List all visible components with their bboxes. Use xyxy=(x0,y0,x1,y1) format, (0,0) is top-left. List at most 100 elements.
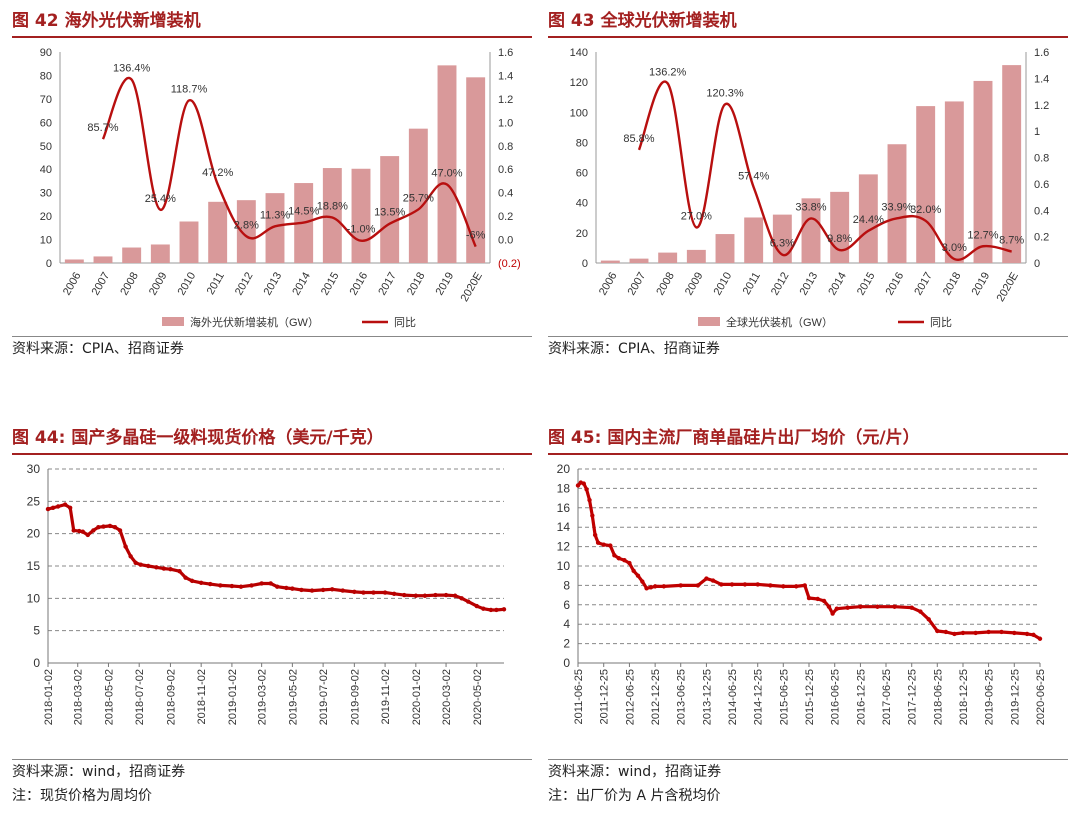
x-tick-label: 2019-12-25 xyxy=(1009,669,1021,725)
bar xyxy=(408,128,428,263)
price-point xyxy=(973,630,978,636)
yoy-data-label: 85.8% xyxy=(623,133,654,145)
price-point xyxy=(952,631,957,637)
yoy-data-label: 3.0% xyxy=(942,242,967,254)
y-tick-label: 4 xyxy=(563,617,570,631)
y-tick-label-left: 50 xyxy=(40,141,52,153)
yoy-data-label: 25.4% xyxy=(145,193,176,205)
yoy-data-label: 47.2% xyxy=(202,167,233,179)
price-point xyxy=(834,606,840,611)
y-tick-label: 18 xyxy=(557,481,571,495)
x-tick-label: 2013-12-25 xyxy=(701,669,713,725)
price-point xyxy=(742,582,748,587)
figure-number: 图 44: xyxy=(12,428,66,448)
figure-43-title: 图 43 全球光伏新增装机 xyxy=(548,8,1068,38)
price-point xyxy=(177,568,182,574)
bar xyxy=(93,256,113,263)
yoy-data-label: -6% xyxy=(466,230,486,242)
price-point xyxy=(601,542,606,547)
x-tick-label: 2018 xyxy=(941,270,964,297)
x-tick-label: 2020-06-25 xyxy=(1035,669,1047,725)
price-point xyxy=(575,483,581,488)
x-tick-label: 2019 xyxy=(970,270,993,297)
price-point xyxy=(382,590,388,595)
yoy-data-label: 32.0% xyxy=(910,204,941,216)
y-tick-label: 14 xyxy=(557,520,571,534)
y-tick-label-left: 20 xyxy=(40,211,52,223)
price-point xyxy=(101,524,106,529)
price-point xyxy=(652,584,658,589)
x-tick-label: 2013 xyxy=(262,270,285,297)
y-tick-label-left: 10 xyxy=(40,235,52,247)
yoy-line xyxy=(637,80,1012,262)
yoy-data-label: 27.0% xyxy=(681,210,712,222)
price-point xyxy=(1024,631,1030,637)
figure-title-text: 国产多晶硅一级料现货价格（美元/千克） xyxy=(71,428,384,448)
x-tick-label: 2017-12-25 xyxy=(907,669,919,725)
price-point xyxy=(275,584,280,589)
price-point xyxy=(612,553,617,558)
yoy-data-label: 136.2% xyxy=(649,66,687,78)
x-tick-label: 2020-05-02 xyxy=(472,669,484,725)
x-tick-label: 2014 xyxy=(826,270,849,297)
y-tick-label-right: 1.6 xyxy=(1034,47,1049,59)
x-tick-label: 2010 xyxy=(176,270,199,297)
x-tick-label: 2019-11-02 xyxy=(380,669,392,724)
price-point xyxy=(1037,636,1043,641)
price-point xyxy=(433,592,438,598)
yoy-line xyxy=(101,76,477,248)
price-point xyxy=(474,603,479,609)
bar xyxy=(744,217,764,263)
figure-title-text: 海外光伏新增装机 xyxy=(64,11,201,31)
yoy-data-label: -1.0% xyxy=(347,224,376,236)
price-point xyxy=(494,607,499,613)
price-point xyxy=(581,481,586,486)
y-tick-label: 6 xyxy=(563,598,570,612)
price-point xyxy=(85,532,91,538)
figure-44-panel: 图 44: 国产多晶硅一级料现货价格（美元/千克） 0 5 10 15 20 25 30 201… xyxy=(12,425,532,817)
price-point xyxy=(138,562,143,567)
x-tick-label: 2017 xyxy=(376,270,399,297)
price-point xyxy=(309,588,315,593)
x-tick-label: 2012 xyxy=(233,270,256,297)
y-tick-label-right: 0.2 xyxy=(498,211,513,223)
x-tick-label: 2019-06-25 xyxy=(984,669,996,725)
y-tick-label: 0 xyxy=(33,656,40,670)
price-point xyxy=(875,604,880,609)
x-tick-label: 2018-09-02 xyxy=(165,669,177,725)
yoy-data-label: 57.4% xyxy=(738,170,769,182)
y-tick-label-left: 30 xyxy=(40,188,52,200)
x-tick-label: 2015 xyxy=(855,270,878,297)
figure-42-source: 资料来源：CPIA、招商证券 xyxy=(12,341,184,357)
yoy-data-label: 47.0% xyxy=(431,167,462,179)
x-tick-label: 2014-06-25 xyxy=(727,669,739,725)
legend-swatch-bar xyxy=(698,317,720,326)
x-tick-label: 2016 xyxy=(348,270,371,297)
bar xyxy=(265,193,285,263)
yoy-data-label: 24.4% xyxy=(853,214,884,226)
price-point xyxy=(67,505,73,510)
price-point xyxy=(729,582,735,587)
price-point xyxy=(62,502,68,507)
price-point xyxy=(352,589,357,595)
price-point xyxy=(50,505,56,510)
bar xyxy=(801,198,821,263)
x-tick-label: 2017-06-25 xyxy=(881,669,893,725)
yoy-data-label: 12.7% xyxy=(967,229,998,241)
price-point xyxy=(986,629,991,635)
x-tick-label: 2018-11-02 xyxy=(196,669,208,724)
y-tick-label: 30 xyxy=(27,462,41,476)
price-point xyxy=(755,582,760,587)
figure-45-source: 资料来源：wind，招商证券 xyxy=(548,764,722,780)
y-tick-label: 16 xyxy=(557,501,571,515)
price-point xyxy=(627,560,632,566)
price-point xyxy=(290,586,295,591)
price-point xyxy=(249,583,254,588)
price-point xyxy=(218,583,223,588)
y-tick-label: 10 xyxy=(27,591,41,605)
y-tick-label-left: 40 xyxy=(40,164,52,176)
price-point xyxy=(695,583,701,588)
price-point xyxy=(443,592,449,598)
x-tick-label: 2019-05-02 xyxy=(287,669,299,725)
x-tick-label: 2012-12-25 xyxy=(650,669,662,725)
